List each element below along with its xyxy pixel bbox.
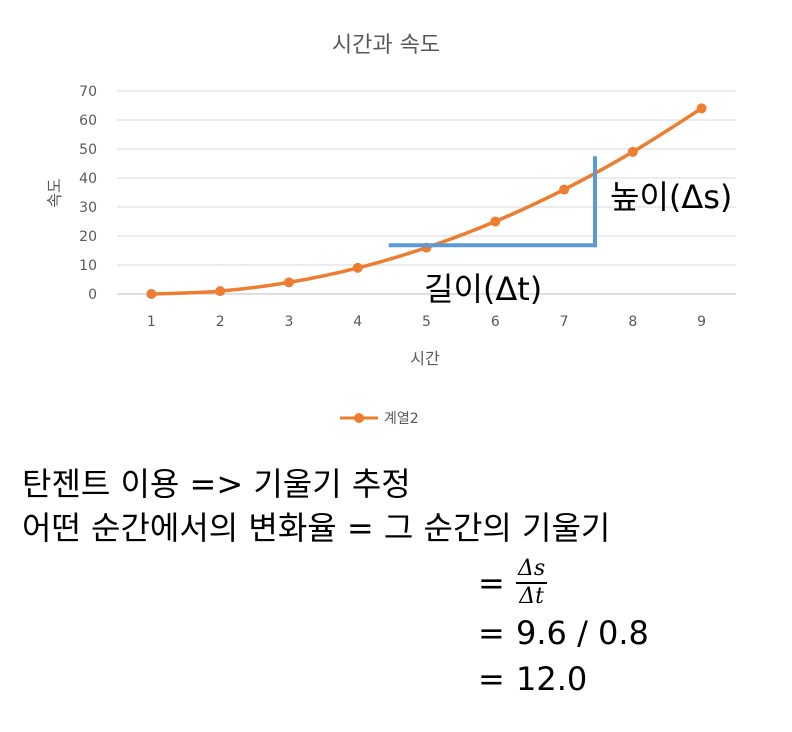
- fraction: Δs Δt: [516, 556, 548, 610]
- equals-sign: =: [478, 564, 505, 602]
- explanation-text: 탄젠트 이용 => 기울기 추정 어떤 순간에서의 변화율 = 그 순간의 기울…: [22, 462, 610, 550]
- fraction-denominator: Δt: [519, 584, 544, 609]
- data-point: [490, 216, 501, 227]
- tangent-lines: [388, 156, 598, 248]
- data-point: [146, 289, 157, 299]
- y-tick-label: 20: [79, 229, 97, 245]
- x-tick-label: 4: [353, 314, 362, 330]
- equation-block: = Δs Δt = 9.6 / 0.8 = 12.0: [478, 556, 649, 702]
- x-tick-label: 5: [422, 314, 431, 330]
- equals-sign: =: [478, 614, 505, 652]
- data-point: [283, 277, 294, 288]
- y-axis-ticks: 0 10 20 30 40 50 60 70: [79, 84, 97, 303]
- y-tick-label: 0: [88, 287, 97, 303]
- text-line-1: 탄젠트 이용 => 기울기 추정: [22, 465, 411, 503]
- data-point: [627, 146, 638, 157]
- equation-row-fraction: = Δs Δt: [478, 556, 649, 610]
- legend: 계열2: [340, 411, 419, 427]
- series-group: [146, 103, 707, 299]
- x-tick-label: 2: [216, 314, 225, 330]
- gridlines: [117, 90, 736, 295]
- result-value: 12.0: [516, 660, 588, 698]
- equals-sign: =: [478, 660, 505, 698]
- x-tick-label: 7: [560, 314, 569, 330]
- y-tick-label: 10: [79, 258, 97, 274]
- x-tick-label: 6: [491, 314, 500, 330]
- legend-marker: [354, 413, 364, 423]
- x-tick-label: 1: [147, 314, 156, 330]
- x-tick-label: 8: [628, 314, 637, 330]
- value-expression: 9.6 / 0.8: [516, 614, 649, 652]
- data-point: [215, 286, 226, 297]
- y-tick-label: 70: [79, 84, 97, 100]
- equation-row-values: = 9.6 / 0.8: [478, 610, 649, 656]
- data-point: [696, 103, 707, 114]
- data-point: [352, 262, 363, 273]
- data-point: [559, 184, 570, 195]
- y-tick-label: 60: [79, 113, 97, 129]
- x-axis-title: 시간: [410, 349, 440, 368]
- x-tick-label: 3: [284, 314, 293, 330]
- x-tick-label: 9: [697, 314, 706, 330]
- y-tick-label: 30: [79, 200, 97, 216]
- text-line-2: 어떤 순간에서의 변화율 = 그 순간의 기울기: [22, 509, 611, 547]
- length-annotation: 길이(Δt): [424, 270, 542, 308]
- equation-row-result: = 12.0: [478, 656, 649, 702]
- legend-label: 계열2: [384, 411, 419, 427]
- line-chart: 시간과 속도 0 10 20 30 40 50 60 70 1 2 3 4 5 6 7 8 9 속도 시간 높…: [45, 33, 736, 427]
- y-axis-title: 속도: [45, 178, 64, 207]
- height-annotation: 높이(Δs): [610, 178, 732, 216]
- chart-title: 시간과 속도: [332, 33, 440, 58]
- y-tick-label: 50: [79, 142, 97, 158]
- y-tick-label: 40: [79, 171, 97, 187]
- fraction-numerator: Δs: [516, 556, 548, 584]
- x-axis-ticks: 1 2 3 4 5 6 7 8 9: [147, 314, 706, 330]
